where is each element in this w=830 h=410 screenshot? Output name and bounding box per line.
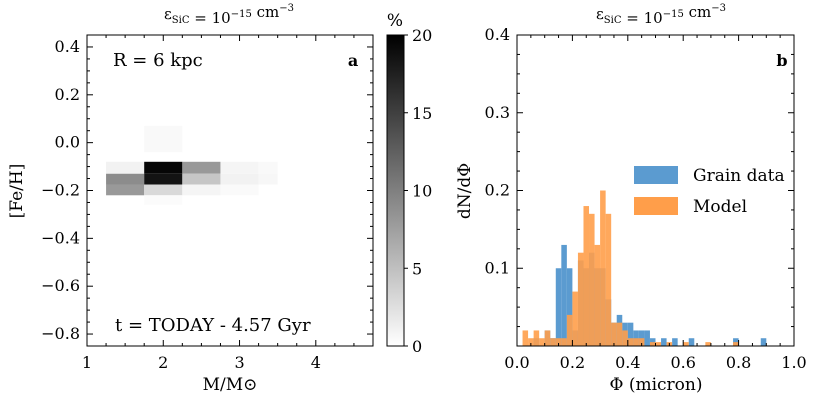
grain-data-bar xyxy=(672,338,678,346)
panel-b-xtick-label: 0.0 xyxy=(504,353,529,372)
model-bar xyxy=(633,338,639,346)
panel-a-ytick-label: 0.4 xyxy=(55,37,80,56)
colorbar-tick-label: 20 xyxy=(412,26,432,45)
panel-b-xtick-label: 0.6 xyxy=(670,353,695,372)
legend-label-model: Model xyxy=(693,197,747,217)
panel-a-xtick-label: 3 xyxy=(234,353,244,372)
panel-a-label: a xyxy=(348,51,358,70)
panel-b-xtick-label: 0.8 xyxy=(726,353,751,372)
grain-data-bar xyxy=(561,244,567,346)
model-bar xyxy=(572,291,578,346)
model-bar xyxy=(683,342,689,346)
heatmap-cell-8 xyxy=(182,173,221,185)
heatmap-cell-5 xyxy=(258,161,278,174)
model-bar xyxy=(533,330,540,346)
model-bar xyxy=(649,342,656,346)
panel-a-ytick-label: −0.6 xyxy=(41,276,80,295)
panel-b-ytick-label: 0.1 xyxy=(485,258,510,277)
panel-a-xtick-label: 4 xyxy=(311,353,321,372)
grain-data-bar xyxy=(688,338,695,346)
panel-b-ytick-label: 0.4 xyxy=(485,25,510,44)
model-bar xyxy=(555,338,562,346)
legend-label-grain-data: Grain data xyxy=(693,166,785,186)
heatmap-cell-9 xyxy=(220,173,259,185)
panel-b-xtick-label: 1.0 xyxy=(781,353,806,372)
panel-b-xtick-label: 0.4 xyxy=(615,353,640,372)
colorbar-label: % xyxy=(387,11,403,31)
model-bar xyxy=(600,190,606,346)
panel-a-xlabel: M/M⊙ xyxy=(203,375,258,395)
heatmap-cell-2 xyxy=(144,161,183,174)
panel-b-ytick-label: 0.2 xyxy=(485,181,510,200)
grain-data-bar xyxy=(661,338,667,346)
model-bar xyxy=(577,252,584,346)
model-bar xyxy=(566,314,573,346)
colorbar-tick-label: 15 xyxy=(412,104,432,123)
panel-a-ytick-label: 0.0 xyxy=(55,133,80,152)
panel-a-ytick-label: −0.4 xyxy=(41,228,80,247)
model-bar xyxy=(550,338,556,346)
model-bar xyxy=(611,322,617,346)
annotation-radius: R = 6 kpc xyxy=(113,50,203,71)
heatmap-cell-15 xyxy=(144,195,183,205)
legend-swatch-grain-data xyxy=(634,166,678,184)
panel-b-xtick-label: 0.2 xyxy=(560,353,585,372)
grain-data-bar xyxy=(760,338,767,346)
heatmap-cell-6 xyxy=(106,173,145,185)
model-bar xyxy=(561,338,567,346)
panel-a-ytick-label: −0.2 xyxy=(41,181,80,200)
panel-a-xtick-label: 2 xyxy=(158,353,168,372)
annotation-time: t = TODAY - 4.57 Gyr xyxy=(115,315,311,336)
panel-b-ylabel: dN/dΦ xyxy=(455,163,475,219)
heatmap-cell-13 xyxy=(182,184,221,196)
panel-a-xtick-label: 1 xyxy=(82,353,92,372)
heatmap-cell-0 xyxy=(144,125,183,153)
model-bar xyxy=(544,330,551,346)
heatmap-cell-12 xyxy=(144,184,183,196)
model-bar xyxy=(594,244,601,346)
heatmap-cell-1 xyxy=(106,161,145,174)
colorbar-tick-label: 5 xyxy=(412,259,422,278)
colorbar-tick-label: 0 xyxy=(412,337,422,356)
model-bar xyxy=(528,338,534,346)
model-bar xyxy=(705,342,711,346)
model-bar xyxy=(638,338,645,346)
panel-a-ytick-label: −0.8 xyxy=(41,324,80,343)
model-bar xyxy=(733,342,739,346)
model-bar xyxy=(655,342,662,346)
heatmap-cell-4 xyxy=(220,161,259,174)
model-bar xyxy=(616,322,623,346)
legend-swatch-model xyxy=(634,197,678,215)
model-bar xyxy=(622,330,628,346)
heatmap-cell-3 xyxy=(182,161,221,174)
model-bar xyxy=(605,213,612,346)
grain-data-bar xyxy=(627,322,634,346)
panel-b-label: b xyxy=(776,51,787,70)
panel-a-title: εSiC = 10−15 cm−3 xyxy=(164,3,294,27)
heatmap-cell-14 xyxy=(220,184,259,196)
panel-b-title: εSiC = 10−15 cm−3 xyxy=(596,3,726,27)
panel-a-heatmap: εSiC = 10−15 cm−3 1 2 3 4 0.4 0.2 0.0 −0.2 −0.4 −… xyxy=(7,3,432,395)
model-bar xyxy=(627,338,634,346)
model-bar xyxy=(589,213,595,346)
panel-a-ylabel: [Fe/H] xyxy=(7,164,27,219)
model-bar xyxy=(539,338,545,346)
colorbar-tick-label: 10 xyxy=(412,182,432,201)
panel-b-xlabel: Φ (micron) xyxy=(610,375,703,395)
heatmap-cell-10 xyxy=(258,173,278,185)
heatmap-cell-11 xyxy=(106,184,145,196)
grain-data-bar xyxy=(566,268,573,346)
panel-a-ytick-label: 0.2 xyxy=(55,85,80,104)
legend: Grain data Model xyxy=(634,166,785,217)
grain-data-bar xyxy=(555,268,562,346)
grain-data-bar xyxy=(644,330,650,346)
model-bar xyxy=(583,206,590,346)
model-bar xyxy=(522,330,529,346)
colorbar xyxy=(386,34,405,347)
panel-b-ytick-label: 0.3 xyxy=(485,103,510,122)
heatmap-cell-7 xyxy=(144,173,183,185)
panel-b-histogram: εSiC = 10−15 cm−3 0.0 0.2 0.4 0.6 0.8 1.0 0.1 0… xyxy=(455,3,807,395)
